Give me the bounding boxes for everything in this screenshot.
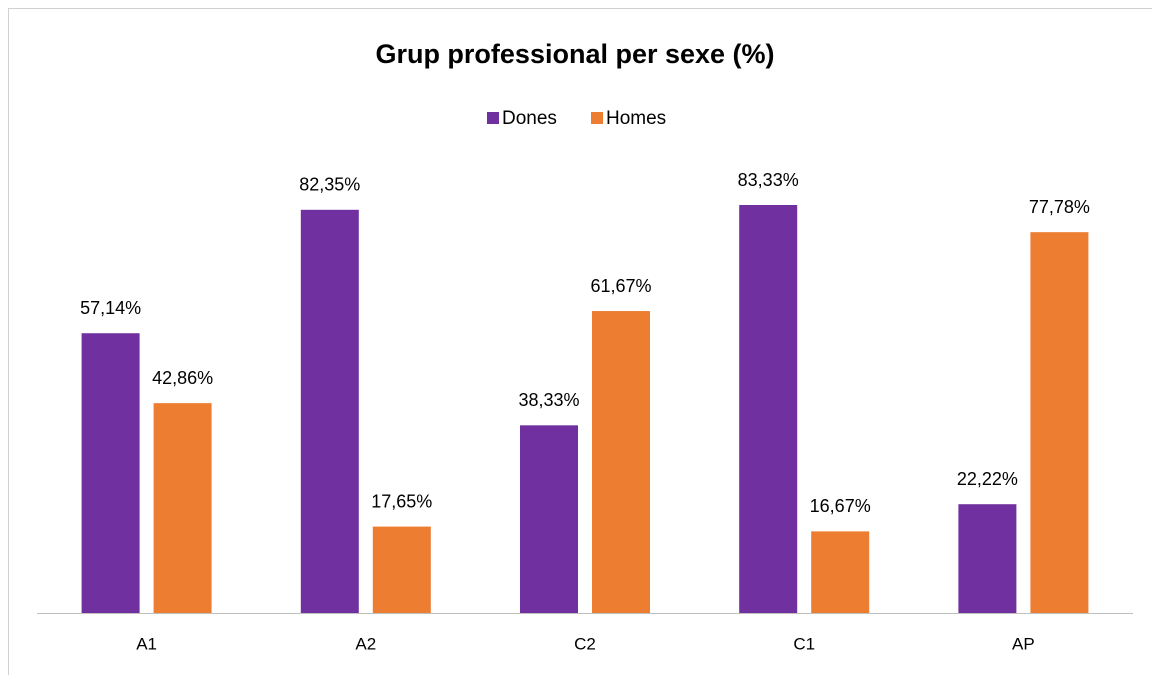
value-label: 61,67%	[590, 276, 651, 296]
x-tick-label: AP	[1012, 634, 1035, 653]
bar	[301, 210, 359, 613]
value-label: 83,33%	[738, 170, 799, 190]
x-tick-label: C2	[574, 634, 596, 653]
value-label: 38,33%	[518, 390, 579, 410]
value-label: 42,86%	[152, 368, 213, 388]
x-tick-label: C1	[793, 634, 815, 653]
bar	[520, 425, 578, 613]
value-label: 16,67%	[810, 496, 871, 516]
chart-title: Grup professional per sexe (%)	[375, 39, 774, 69]
x-tick-label: A2	[355, 634, 376, 653]
value-label: 57,14%	[80, 298, 141, 318]
bar	[82, 333, 140, 613]
legend-label: Dones	[502, 108, 557, 129]
value-label: 17,65%	[371, 491, 432, 511]
bar	[592, 311, 650, 613]
bar	[811, 531, 869, 613]
bar	[958, 504, 1016, 613]
value-label: 77,78%	[1029, 197, 1090, 217]
value-label: 22,22%	[957, 469, 1018, 489]
legend-label: Homes	[606, 108, 666, 129]
x-tick-label: A1	[136, 634, 157, 653]
bar	[739, 205, 797, 613]
bar	[154, 403, 212, 613]
bar	[1030, 232, 1088, 613]
bar	[373, 527, 431, 613]
legend-swatch	[591, 112, 603, 124]
value-label: 82,35%	[299, 175, 360, 195]
legend-swatch	[487, 112, 499, 124]
